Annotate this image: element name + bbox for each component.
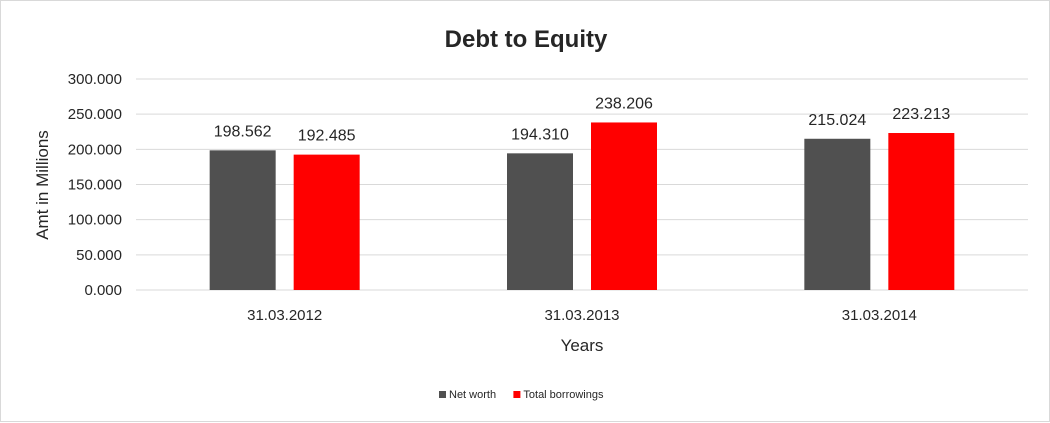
bar [888, 133, 955, 290]
y-tick-label: 300.000 [68, 71, 122, 88]
y-tick-label: 200.000 [68, 141, 122, 158]
data-labels: 198.562 192.485 194.310 238.206 215.024 223.2… [214, 95, 951, 144]
legend: Net worth Total borrowings [439, 389, 604, 401]
bar [591, 122, 657, 290]
gridlines [136, 78, 1028, 291]
y-tick-label: 50.000 [76, 247, 122, 264]
legend-label: Total borrowings [523, 389, 604, 401]
y-tick-label: 100.000 [68, 212, 122, 229]
bars [209, 122, 955, 290]
chart-title: Debt to Equity [445, 26, 608, 53]
y-axis-title: Amt in Millions [33, 130, 52, 240]
bar [507, 153, 573, 290]
data-label: 238.206 [595, 95, 653, 112]
bar [293, 154, 360, 290]
x-tick-label: 31.03.2012 [247, 307, 322, 324]
legend-swatch [513, 391, 521, 398]
y-tick-label: 0.000 [84, 282, 122, 299]
legend-label: Net worth [449, 389, 496, 401]
y-tick-label: 150.000 [68, 177, 122, 194]
x-tick-label: 31.03.2014 [842, 307, 917, 324]
x-tick-label: 31.03.2013 [544, 307, 619, 324]
data-label: 223.213 [892, 106, 950, 123]
data-label: 215.024 [808, 112, 866, 129]
y-axis-ticks: 0.000 50.000 100.000 150.000 200.000 250.000 3… [68, 71, 122, 299]
data-label: 194.310 [511, 126, 569, 143]
x-axis-ticks: 31.03.2012 31.03.2013 31.03.2014 [247, 307, 917, 324]
legend-swatch [439, 391, 446, 398]
bar [209, 150, 276, 290]
bar [804, 138, 871, 290]
x-axis-title: Years [561, 336, 604, 355]
data-label: 192.485 [298, 128, 356, 145]
y-tick-label: 250.000 [68, 106, 122, 123]
data-label: 198.562 [214, 123, 272, 140]
